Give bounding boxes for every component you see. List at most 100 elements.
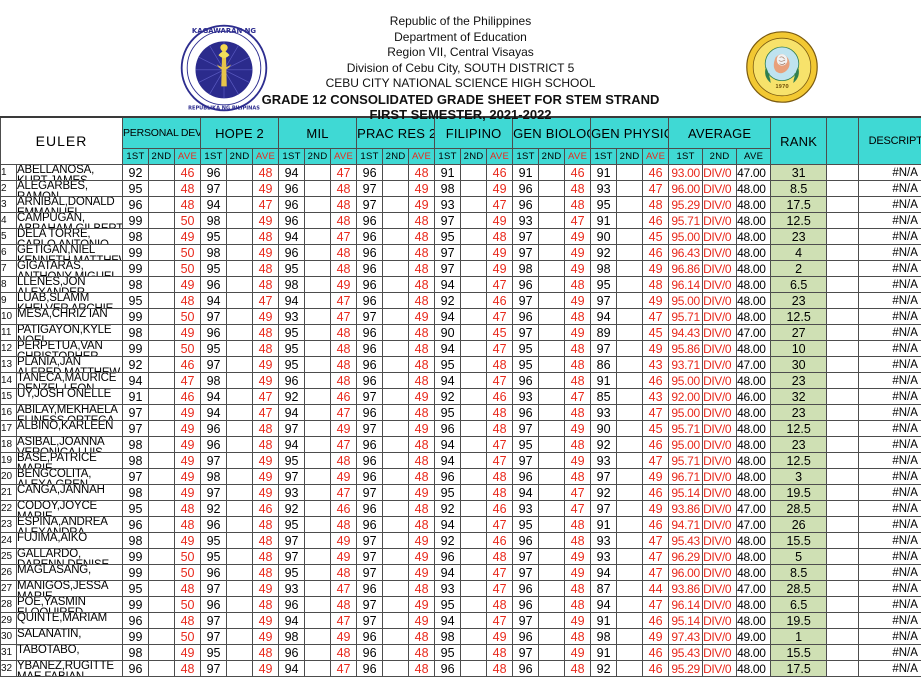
student-name-cell[interactable]: MANIGOS,JESSAMARIE [17,581,123,597]
grade-average-cell[interactable]: 49 [253,661,279,677]
grade-cell[interactable]: 92 [591,245,617,261]
grade-cell[interactable]: 97 [279,421,305,437]
rank-cell[interactable]: 17.5 [771,661,827,677]
grade-cell[interactable] [461,501,487,517]
grade-cell[interactable] [539,453,565,469]
grade-average-cell[interactable]: 49 [175,645,201,661]
grade-cell[interactable]: 90 [591,421,617,437]
student-name-cell[interactable]: CODOY,JOYCEMARIE [17,501,123,517]
description-cell[interactable]: #N/A [859,245,921,261]
overall-1st-cell[interactable]: 95.43 [669,533,703,549]
grade-cell[interactable] [383,389,409,405]
grade-cell[interactable] [383,245,409,261]
grade-cell[interactable]: 95 [435,229,461,245]
grade-cell[interactable] [149,293,175,309]
overall-2nd-cell[interactable]: DIV/0 [703,613,737,629]
grade-cell[interactable] [305,565,331,581]
grade-cell[interactable]: 91 [591,213,617,229]
grade-cell[interactable] [617,165,643,181]
rank-cell[interactable]: 31 [771,165,827,181]
grade-cell[interactable] [227,213,253,229]
grade-cell[interactable] [305,645,331,661]
grade-cell[interactable]: 96 [513,469,539,485]
overall-ave-cell[interactable]: 48.00 [737,613,771,629]
grade-cell[interactable] [461,165,487,181]
grade-cell[interactable]: 97 [201,453,227,469]
description-cell[interactable]: #N/A [859,629,921,645]
grade-cell[interactable] [461,533,487,549]
grade-cell[interactable]: 95 [435,405,461,421]
grade-cell[interactable] [539,501,565,517]
grade-average-cell[interactable]: 48 [565,581,591,597]
grade-cell[interactable] [383,533,409,549]
grade-cell[interactable]: 96 [357,645,383,661]
grade-cell[interactable]: 98 [591,261,617,277]
grade-cell[interactable] [617,549,643,565]
grade-cell[interactable]: 95 [591,277,617,293]
grade-average-cell[interactable]: 49 [253,469,279,485]
grade-cell[interactable] [461,421,487,437]
overall-2nd-cell[interactable]: DIV/0 [703,485,737,501]
grade-average-cell[interactable]: 47 [253,197,279,213]
grade-average-cell[interactable]: 48 [487,661,513,677]
description-cell[interactable]: #N/A [859,661,921,677]
grade-cell[interactable]: 96 [201,325,227,341]
grade-cell[interactable]: 97 [591,293,617,309]
grade-average-cell[interactable]: 48 [253,517,279,533]
grade-average-cell[interactable]: 48 [565,597,591,613]
overall-1st-cell[interactable]: 96.00 [669,181,703,197]
overall-1st-cell[interactable]: 95.71 [669,421,703,437]
grade-cell[interactable]: 97 [357,613,383,629]
grade-cell[interactable]: 92 [279,501,305,517]
grade-average-cell[interactable]: 49 [253,613,279,629]
rank-cell[interactable]: 1 [771,629,827,645]
overall-1st-cell[interactable]: 95.43 [669,645,703,661]
grade-cell[interactable]: 95 [279,517,305,533]
overall-2nd-cell[interactable]: DIV/0 [703,565,737,581]
grade-cell[interactable] [539,325,565,341]
grade-average-cell[interactable]: 49 [253,181,279,197]
grade-cell[interactable] [227,293,253,309]
grade-cell[interactable] [149,357,175,373]
grade-average-cell[interactable]: 47 [253,405,279,421]
grade-average-cell[interactable]: 49 [253,357,279,373]
grade-cell[interactable] [539,437,565,453]
grade-average-cell[interactable]: 48 [565,517,591,533]
description-cell[interactable]: #N/A [859,213,921,229]
grade-average-cell[interactable]: 46 [487,389,513,405]
grade-average-cell[interactable]: 48 [331,645,357,661]
grade-average-cell[interactable]: 48 [331,565,357,581]
grade-cell[interactable]: 97 [513,549,539,565]
grade-cell[interactable]: 96 [513,597,539,613]
rank-cell[interactable]: 15.5 [771,533,827,549]
grade-cell[interactable]: 97 [435,261,461,277]
grade-cell[interactable] [227,581,253,597]
grade-average-cell[interactable]: 48 [409,645,435,661]
overall-ave-cell[interactable]: 48.00 [737,597,771,613]
grade-average-cell[interactable]: 49 [175,437,201,453]
grade-average-cell[interactable]: 48 [409,581,435,597]
grade-cell[interactable] [539,485,565,501]
grade-cell[interactable]: 95 [123,501,149,517]
grade-cell[interactable]: 93 [435,581,461,597]
grade-cell[interactable] [149,613,175,629]
rank-cell[interactable]: 23 [771,373,827,389]
overall-ave-cell[interactable]: 48.00 [737,341,771,357]
overall-1st-cell[interactable]: 96.43 [669,245,703,261]
grade-cell[interactable] [461,581,487,597]
grade-cell[interactable]: 96 [513,405,539,421]
grade-average-cell[interactable]: 49 [331,629,357,645]
grade-cell[interactable] [149,341,175,357]
grade-average-cell[interactable]: 44 [643,581,669,597]
grade-cell[interactable]: 96 [357,261,383,277]
overall-2nd-cell[interactable]: DIV/0 [703,581,737,597]
grade-cell[interactable]: 96 [357,373,383,389]
grade-cell[interactable] [383,405,409,421]
grade-average-cell[interactable]: 46 [487,165,513,181]
grade-cell[interactable] [305,501,331,517]
grade-cell[interactable]: 97 [201,629,227,645]
grade-cell[interactable] [617,245,643,261]
